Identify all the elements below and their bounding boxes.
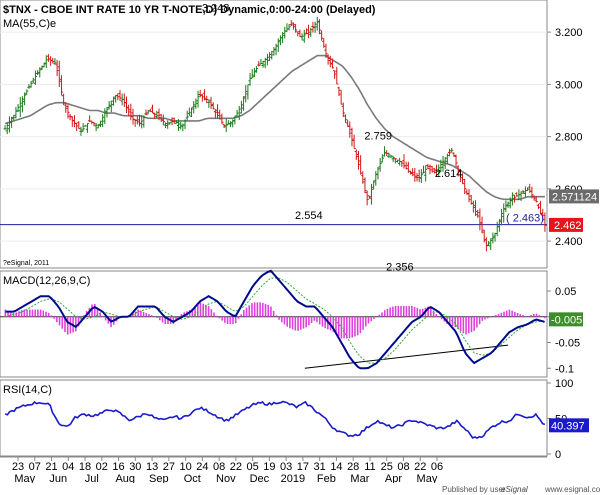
x-month-label: Nov (216, 473, 236, 485)
rsi-title: RSI(14,C) (3, 384, 52, 396)
rsi-value-tag: 40.397 (549, 418, 589, 433)
x-day-label: 19 (263, 461, 275, 473)
x-month-label: May (417, 473, 438, 485)
x-day-label: 30 (129, 461, 141, 473)
rsi-current-value: 40.397 (551, 420, 585, 432)
price-tick-label: 2.800 (555, 132, 583, 144)
current-price-tag: 2.462 (549, 217, 583, 232)
ma-label: MA(55,C)e (3, 18, 56, 30)
x-month-label: Jul (85, 473, 99, 485)
price-candles (3, 16, 547, 252)
x-day-label: 03 (280, 461, 292, 473)
x-day-label: 13 (146, 461, 158, 473)
price-tick-label: 3.000 (555, 79, 583, 91)
last-price-value: 2.571124 (552, 191, 597, 203)
x-day-label: 08 (213, 461, 225, 473)
peak-label: 2.554 (295, 210, 323, 222)
last-price-tag: 2.571124 (549, 189, 599, 204)
x-month-label: Apr (385, 473, 402, 485)
x-month-label: Oct (184, 473, 201, 485)
x-day-label: 05 (247, 461, 259, 473)
x-month-label: 2019 (281, 473, 305, 485)
peak-label: 2.759 (364, 130, 392, 142)
x-month-label: May (14, 473, 35, 485)
x-day-label: 28 (347, 461, 359, 473)
x-day-label: 27 (163, 461, 175, 473)
x-month-label: Dec (250, 473, 270, 485)
current-price-value: 2.462 (554, 220, 582, 232)
ma55-line (4, 54, 545, 201)
x-day-label: 04 (62, 461, 74, 473)
x-day-label: 18 (79, 461, 91, 473)
x-day-label: 10 (179, 461, 191, 473)
rsi-panel (0, 379, 548, 457)
x-axis: 23 07 21 04 18 02 16 30 13 27 10 24 08 22 05 19 03 17 31 14… (12, 457, 443, 485)
macd-trendline (304, 344, 509, 369)
x-day-label: 31 (314, 461, 326, 473)
x-day-label: 11 (364, 461, 375, 473)
rsi-line (4, 400, 546, 440)
x-day-label: 21 (45, 461, 57, 473)
macd-title: MACD(12,26,9,C) (3, 275, 90, 287)
x-day-label: 14 (330, 461, 342, 473)
x-day-label: 24 (196, 461, 208, 473)
macd-tick-label: -0.1 (555, 363, 574, 375)
footer-site: www.esignal.com (544, 485, 600, 494)
x-day-label: 06 (431, 461, 443, 473)
peak-label: 2.614 (435, 168, 463, 180)
footer-brand: eSignal (501, 485, 528, 494)
rsi-tick-label: 0 (555, 449, 561, 461)
footer-published: Published by user (442, 485, 506, 494)
signal-line (5, 277, 545, 364)
macd-tick-label: -0.05 (555, 338, 580, 350)
x-day-label: 17 (297, 461, 309, 473)
macd-y-axis: 0.050-0.05-0.1 (547, 286, 580, 375)
price-tick-label: 2.400 (555, 236, 583, 248)
price-tick-label: 3.200 (555, 27, 583, 39)
x-day-label: 16 (112, 461, 124, 473)
macd-tick-label: 0.05 (555, 286, 576, 298)
macd-current-value: -0.005 (551, 314, 582, 326)
x-day-label: 22 (414, 461, 426, 473)
rsi-tick-label: 100 (555, 378, 573, 390)
x-month-label: Jun (49, 473, 67, 485)
price-panel (0, 0, 548, 269)
x-day-label: 07 (29, 461, 41, 473)
x-day-label: 22 (230, 461, 242, 473)
x-day-label: 23 (12, 461, 24, 473)
x-day-label: 08 (397, 461, 409, 473)
x-day-label: 25 (381, 461, 393, 473)
peak-label: 3.248 (202, 3, 230, 15)
price-gridlines (0, 31, 547, 242)
price-title: $TNX - CBOE INT RATE 10 YR T-NOTE,D) Dyn… (3, 4, 376, 16)
x-month-label: Mar (350, 473, 369, 485)
x-month-label: Aug (115, 473, 135, 485)
x-month-label: Feb (317, 473, 336, 485)
x-month-label: Sep (149, 473, 169, 485)
x-day-label: 02 (96, 461, 108, 473)
macd-value-tag: -0.005 (549, 312, 583, 327)
copyright-text: ?eSignal, 2011 (3, 260, 49, 267)
macd-line (5, 269, 545, 370)
support-level-label: ( 2.463) (506, 213, 544, 225)
